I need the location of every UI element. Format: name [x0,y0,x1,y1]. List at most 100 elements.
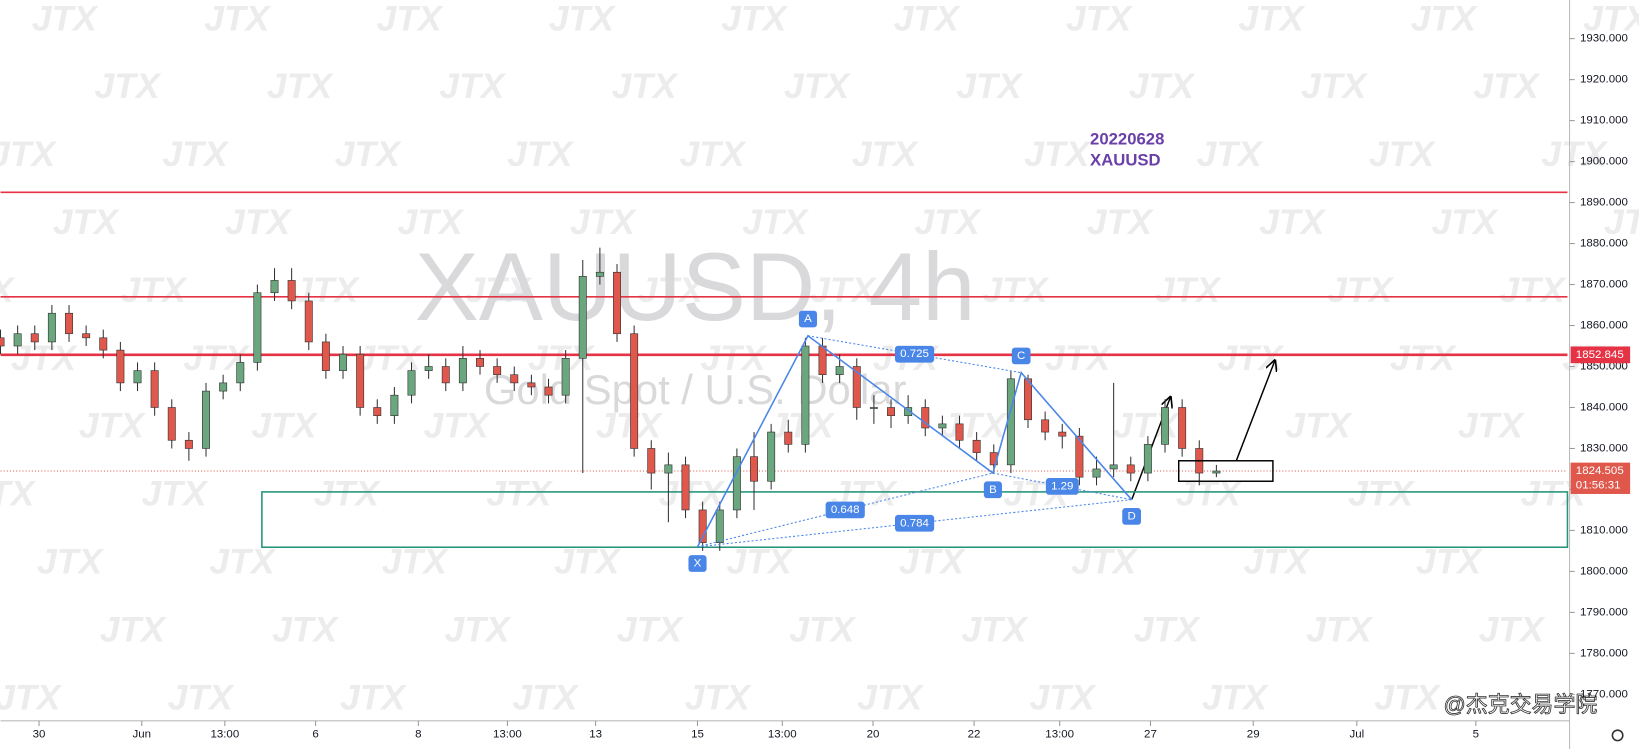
watermark: JTX [1301,66,1368,106]
y-tick-label: 1790.000 [1580,606,1628,618]
candle-body [715,509,724,544]
pattern-ratio-label-bg [894,514,935,532]
candle-body [613,271,621,335]
pattern-point-label-bg [798,310,818,328]
candle-body [47,312,56,343]
watermark: JTX [1244,541,1311,581]
watermark: JTX [956,66,1023,106]
watermark: JTX [1134,609,1201,649]
candle-body [0,337,5,347]
candle-body [904,407,913,416]
x-tick-label: 5 [1473,728,1479,740]
watermark: JTX [612,66,679,106]
pattern-point-label-bg [688,555,707,572]
candle-body [1024,378,1032,421]
candle-body [921,407,930,429]
watermark: JTX [1583,0,1639,38]
pattern-point-label: D [1127,510,1135,522]
watermark: JTX [1327,270,1394,310]
consolidation-box [1177,460,1274,482]
arrow [1235,360,1275,461]
candle-body [630,333,639,449]
watermark: JTX [1479,609,1546,649]
x-tick-label: 13 [589,728,602,740]
watermark: JTX [1374,677,1441,717]
watermark: JTX [121,270,188,310]
watermark: JTX [168,677,235,717]
watermark: JTX [784,66,851,106]
watermark: JTX [1473,66,1540,106]
candle-body [82,333,91,339]
candle-body [561,357,570,396]
watermark: JTX [857,677,924,717]
y-tick-label: 1880.000 [1580,238,1628,250]
price-label-bg [1570,346,1631,364]
watermark: JTX [0,677,63,717]
pattern-ratio-label-bg [1045,478,1079,495]
watermark: JTX [596,406,663,446]
watermark: JTX [1259,202,1326,242]
footer: @杰克交易学院 [1444,692,1598,717]
candle-body [390,394,399,416]
watermark: JTX [899,541,966,581]
watermark: JTX [0,474,37,514]
watermark: JTX [444,609,511,649]
watermark: JTX [11,338,78,378]
watermark: JTX [1411,0,1478,38]
watermark: JTX [1218,338,1285,378]
candle-body [270,280,279,294]
pattern-ratio-label: 0.784 [900,517,929,529]
candle-body [869,407,878,409]
watermark: JTX [439,66,506,106]
candle-body [938,423,947,429]
watermark: JTX [1238,0,1305,38]
y-tick-label: 1910.000 [1580,115,1628,127]
watermark: JTX [638,270,705,310]
watermark: JTX [1306,609,1373,649]
candle-body [578,276,587,359]
x-tick-label: 13:00 [210,728,239,740]
x-tick-label: 22 [968,728,981,740]
candle-body [681,464,690,511]
watermark: JTX [1197,134,1264,174]
watermark: JTX [554,541,621,581]
candle-body [750,456,758,482]
x-tick-label: 8 [415,728,421,740]
watermark: JTX [1390,338,1457,378]
candle-body [458,357,467,384]
x-tick-label: 13:00 [493,728,522,740]
pattern-point-label: B [989,484,997,496]
candle-body [767,431,776,482]
candle-body [116,349,125,384]
watermark: JTX [53,202,120,242]
candle-body [373,407,382,416]
candle-body [253,292,262,363]
watermark: JTX [1416,541,1483,581]
pattern-ratio-line [992,472,1132,501]
x-tick-label: 13:00 [768,728,797,740]
x-tick-label: 6 [312,728,318,740]
candle-body [1075,435,1084,478]
candle-body [287,280,296,302]
candle-body [698,509,707,544]
watermark: JTX [424,406,491,446]
settings-icon[interactable] [1611,729,1624,742]
y-tick-label: 1860.000 [1580,320,1628,332]
candle-body [476,357,484,367]
marked-level-label: 1852.845 [1576,349,1624,361]
y-tick-label: 1780.000 [1580,647,1628,659]
y-tick-label: 1830.000 [1580,442,1628,454]
candle-body [1006,378,1015,466]
watermark: JTX [1113,406,1180,446]
candle-body [1109,464,1118,470]
candle-body [1212,470,1221,474]
watermark: JTX [1285,406,1352,446]
x-tick-label: 13:00 [1045,728,1074,740]
candle-body [647,448,656,474]
watermark: JTX [293,270,360,310]
candle-body [732,456,741,511]
x-tick-label: 20 [867,728,880,740]
watermark: JTX [727,541,794,581]
candle-body [818,345,827,376]
price-label-bg [1570,462,1631,494]
